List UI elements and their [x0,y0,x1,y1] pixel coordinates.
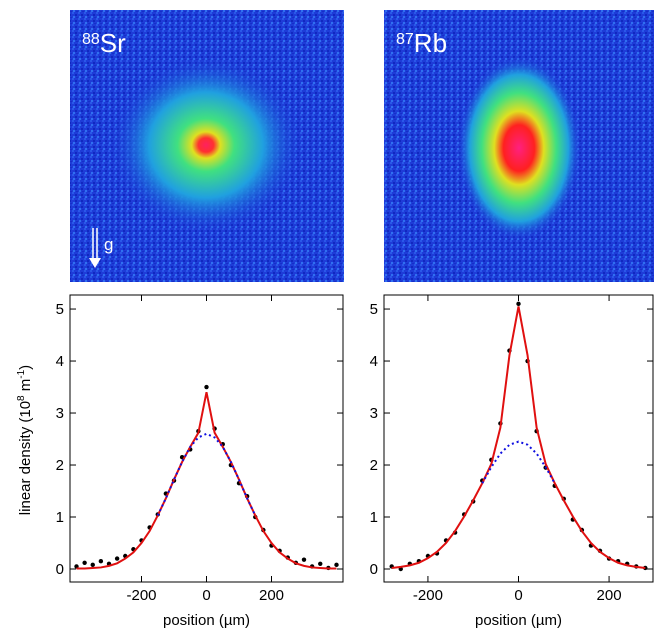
y-tick-label: 3 [56,405,64,422]
y-tick-label: 5 [56,301,64,318]
y-axis-label: linear density (108 m-1) [16,365,34,515]
data-point [334,562,339,568]
mass-number: 87 [396,31,414,48]
data-point [516,301,521,307]
ylabel-part: linear density (10 [17,401,34,515]
y-tick-label: 1 [56,509,64,526]
ylabel-part: 8 [16,395,27,401]
data-point [301,557,307,562]
gravity-label: g [104,235,113,254]
atom-cloud [111,57,301,233]
plot-frame [383,294,654,583]
y-tick-label: 2 [56,457,64,474]
x-tick-label: -200 [413,587,443,604]
y-tick-label: 0 [56,561,64,578]
x-tick-label: 200 [597,587,622,604]
data-point [98,559,104,564]
data-point [114,556,120,561]
element: Sr [100,28,126,58]
y-tick-label: 5 [370,301,378,318]
atom-cloud [457,56,581,240]
mass-number: 88 [82,31,100,48]
fit-line [76,392,337,570]
ylabel-part: -1 [16,369,27,378]
y-tick-label: 4 [370,353,378,370]
background-fit-line [156,432,257,516]
data-point [90,562,95,568]
x-axis-label: position (µm) [163,612,250,629]
y-tick-label: 2 [370,457,378,474]
x-tick-label: 0 [202,587,210,604]
ylabel-part: m [17,379,34,396]
y-tick-label: 4 [56,353,64,370]
x-tick-label: 0 [514,587,522,604]
y-tick-label: 1 [370,509,378,526]
image-label: 87Rb [396,28,447,58]
plot-frame [69,294,344,583]
data-point [318,561,323,567]
image-sr: 88Sr g [70,10,344,282]
y-tick-label: 0 [370,561,378,578]
gravity-arrow [89,228,101,268]
background-fit-line [481,440,556,484]
element: Rb [414,28,447,58]
x-tick-label: -200 [126,587,156,604]
ylabel-part: ) [17,365,34,370]
image-rb: 87Rb [384,10,654,282]
x-axis-label: position (µm) [475,612,562,629]
data-point [204,384,209,390]
image-label: 88Sr [82,28,126,58]
fit-line [391,306,646,569]
y-tick-label: 3 [370,405,378,422]
data-point [82,560,87,565]
x-tick-label: 200 [259,587,284,604]
